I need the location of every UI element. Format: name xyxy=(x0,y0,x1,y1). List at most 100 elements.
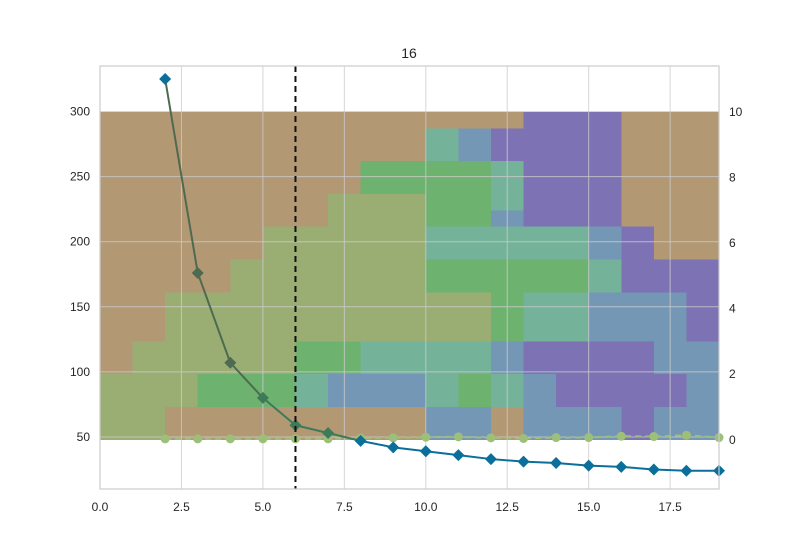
background-block xyxy=(262,325,296,342)
background-block xyxy=(458,423,492,441)
background-block xyxy=(393,193,427,211)
background-block xyxy=(621,325,655,342)
background-block xyxy=(100,144,133,162)
background-block xyxy=(132,423,166,441)
background-block xyxy=(262,341,296,359)
background-block xyxy=(556,226,590,244)
background-block xyxy=(393,374,427,392)
background-block xyxy=(100,210,133,228)
background-block xyxy=(588,193,622,211)
background-block xyxy=(425,407,459,424)
background-block xyxy=(393,128,427,146)
background-block xyxy=(197,275,231,293)
background-block xyxy=(295,374,329,392)
background-block xyxy=(458,390,492,408)
background-block xyxy=(556,341,590,359)
background-block xyxy=(523,292,557,310)
background-block xyxy=(588,407,622,424)
background-block xyxy=(132,341,166,359)
background-block xyxy=(100,292,133,310)
background-block xyxy=(230,308,264,326)
background-block xyxy=(295,275,329,293)
background-block xyxy=(132,390,166,408)
background-block xyxy=(360,161,394,178)
series-main-point xyxy=(322,427,335,440)
background-block xyxy=(523,357,557,375)
background-block xyxy=(556,357,590,375)
background-block xyxy=(262,390,296,408)
background-block xyxy=(686,144,720,162)
background-block xyxy=(556,111,590,129)
background-block xyxy=(458,177,492,195)
background-block xyxy=(523,226,557,244)
x-tick-label: 5.0 xyxy=(255,500,272,514)
series-main-point xyxy=(517,455,530,468)
background-block xyxy=(197,210,231,228)
background-block xyxy=(197,357,231,375)
background-block xyxy=(425,390,459,408)
background-block xyxy=(523,243,557,260)
background-block xyxy=(132,374,166,392)
background-block xyxy=(588,423,622,441)
background-block xyxy=(458,259,492,277)
background-block xyxy=(425,177,459,195)
background-block xyxy=(393,243,427,260)
background-block xyxy=(230,292,264,310)
background-block xyxy=(621,357,655,375)
background-block xyxy=(230,193,264,211)
y-tick-label: 150 xyxy=(70,300,90,314)
background-block xyxy=(523,423,557,441)
background-block xyxy=(262,161,296,178)
series-score-point xyxy=(649,432,659,442)
background-block xyxy=(458,374,492,392)
series-main-point xyxy=(680,464,693,477)
series-main-point xyxy=(354,434,367,447)
series-score-point xyxy=(486,433,496,443)
background-block xyxy=(262,259,296,277)
background-block xyxy=(197,144,231,162)
background-block xyxy=(262,275,296,293)
background-block xyxy=(621,210,655,228)
background-block xyxy=(523,193,557,211)
background-block xyxy=(132,292,166,310)
background-block xyxy=(100,341,133,359)
background-block xyxy=(393,423,427,441)
x-tick-label: 7.5 xyxy=(336,500,353,514)
background-block xyxy=(295,390,329,408)
x-tick-label: 17.5 xyxy=(658,500,682,514)
background-block xyxy=(262,292,296,310)
background-block xyxy=(100,308,133,326)
background-block xyxy=(686,390,720,408)
background-block xyxy=(523,144,557,162)
background-block xyxy=(132,144,166,162)
background-block xyxy=(295,111,329,129)
background-block xyxy=(230,275,264,293)
background-block xyxy=(458,161,492,178)
background-block xyxy=(360,292,394,310)
series-score-point xyxy=(551,433,561,443)
background-block xyxy=(523,111,557,129)
series-main-segment xyxy=(262,397,297,426)
y2-tick-label: 6 xyxy=(729,236,736,250)
background-block xyxy=(360,193,394,211)
background-block xyxy=(360,259,394,277)
background-block xyxy=(262,128,296,146)
series-main-point xyxy=(224,356,237,369)
background-block xyxy=(230,390,264,408)
background-block xyxy=(425,325,459,342)
background-block xyxy=(262,177,296,195)
background-block xyxy=(262,357,296,375)
background-block xyxy=(132,259,166,277)
background-block xyxy=(262,210,296,228)
chart-title: 16 xyxy=(401,45,417,61)
background-blocks xyxy=(100,111,720,441)
background-block xyxy=(556,177,590,195)
background-block xyxy=(132,161,166,178)
series-main-segment xyxy=(327,432,361,442)
background-block xyxy=(425,275,459,293)
background-block xyxy=(523,128,557,146)
background-block xyxy=(458,193,492,211)
y2-tick-label: 2 xyxy=(729,367,736,381)
background-block xyxy=(588,308,622,326)
background-block xyxy=(360,111,394,129)
